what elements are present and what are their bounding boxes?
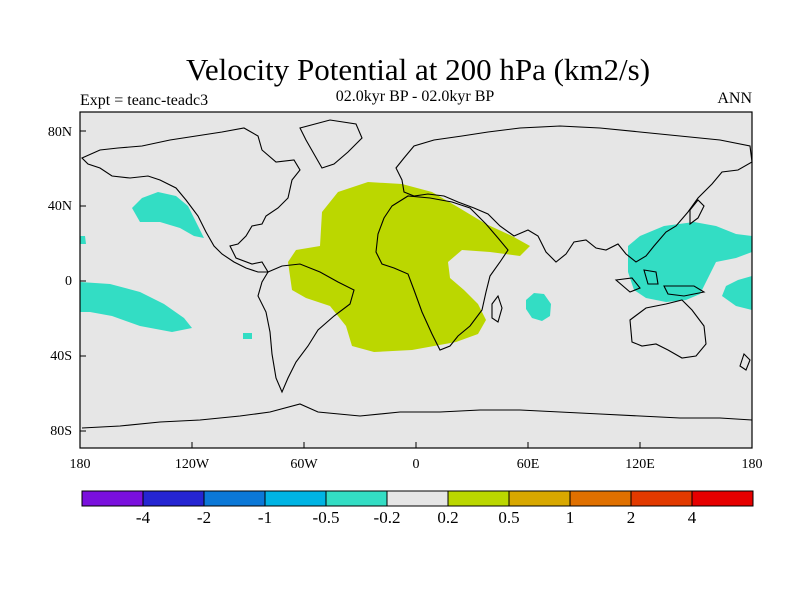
south-pacific-small-negative-region xyxy=(243,333,252,339)
colorbar-swatch xyxy=(691,490,754,507)
colorbar-swatch xyxy=(569,490,632,507)
lon-label-120w: 120W xyxy=(174,457,210,472)
dateline-small-negative-region xyxy=(80,236,86,244)
colorbar-swatch xyxy=(203,490,266,507)
plot-title: Velocity Potential at 200 hPa (km2/s) xyxy=(185,52,651,87)
lon-label-180e: 180 xyxy=(741,457,763,472)
latitude-tick-marks xyxy=(80,130,86,432)
madagascar-coast xyxy=(491,294,503,323)
colorbar-label: 1 xyxy=(565,508,575,527)
colorbar xyxy=(81,490,754,507)
colorbar-label: -0.5 xyxy=(312,508,340,527)
coastlines xyxy=(81,119,753,429)
colorbar-swatch xyxy=(264,490,327,507)
colorbar-swatch xyxy=(386,490,449,507)
lon-label-120e: 120E xyxy=(625,457,655,472)
colorbar-label: 2 xyxy=(626,508,636,527)
plot-subtitle: 02.0kyr BP - 02.0kyr BP xyxy=(335,88,495,105)
colorbar-swatch xyxy=(447,490,510,507)
australia-coast xyxy=(629,299,707,359)
lat-label-80s: 80S xyxy=(50,424,72,439)
colorbar-swatch xyxy=(142,490,205,507)
new-zealand-coast xyxy=(739,352,751,371)
lat-label-eq: 0 xyxy=(65,274,72,289)
lat-label-80n: 80N xyxy=(47,125,72,140)
tropical-east-pacific-negative-region xyxy=(80,282,192,332)
colorbar-swatch xyxy=(508,490,571,507)
antarctica-coast xyxy=(81,403,753,429)
experiment-label: Expt = teanc-teadc3 xyxy=(80,92,209,109)
colorbar-label: 0.5 xyxy=(498,508,520,527)
lat-label-40n: 40N xyxy=(47,199,72,214)
colorbar-label: -0.2 xyxy=(373,508,401,527)
colorbar-swatch xyxy=(630,490,693,507)
east-pacific-edge-negative-region xyxy=(722,276,752,310)
lon-label-0: 0 xyxy=(412,457,420,472)
maritime-continent-coast xyxy=(614,269,706,297)
colorbar-swatch xyxy=(81,490,144,507)
colorbar-swatch xyxy=(325,490,388,507)
lon-label-60e: 60E xyxy=(516,457,540,472)
colorbar-label: -2 xyxy=(196,508,212,527)
colorbar-label: 0.2 xyxy=(437,508,459,527)
indian-ocean-negative-region xyxy=(526,293,551,321)
lon-label-60w: 60W xyxy=(290,457,318,472)
atlantic-africa-positive-region xyxy=(288,182,530,352)
south-america-coast xyxy=(257,263,355,394)
japan-coast xyxy=(689,199,705,226)
colorbar-label: 4 xyxy=(687,508,697,527)
africa-coast xyxy=(375,195,509,351)
north-pacific-negative-region xyxy=(132,192,204,238)
colorbar-label: -4 xyxy=(135,508,151,527)
north-america-coast xyxy=(81,127,301,273)
eurasia-coast xyxy=(395,125,753,263)
greenland-coast xyxy=(299,119,363,169)
season-label: ANN xyxy=(717,90,752,107)
lat-label-40s: 40S xyxy=(50,349,72,364)
colorbar-label: -1 xyxy=(257,508,273,527)
lon-label-180w: 180 xyxy=(69,457,91,472)
longitude-tick-marks xyxy=(79,442,753,448)
western-pacific-negative-region xyxy=(628,222,752,302)
